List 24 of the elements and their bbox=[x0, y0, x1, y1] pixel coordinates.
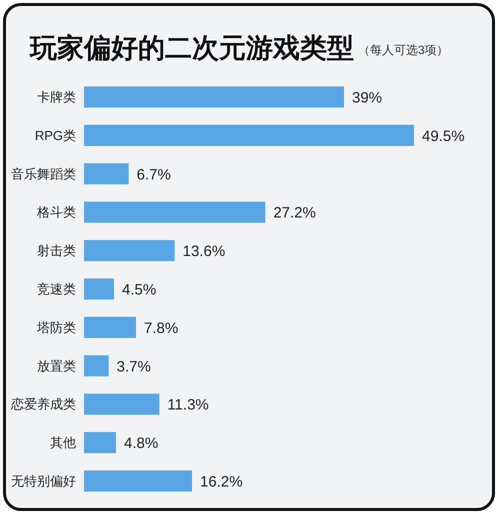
category-label: 射击类 bbox=[37, 243, 76, 258]
value-label: 3.7% bbox=[116, 358, 151, 376]
category-label: 其他 bbox=[50, 435, 76, 450]
category-label: 恋爱养成类 bbox=[11, 396, 76, 412]
value-label: 4.5% bbox=[122, 282, 156, 298]
value-label: 39% bbox=[352, 90, 382, 106]
value-label: 11.3% bbox=[167, 396, 209, 414]
value-label: 27.2% bbox=[273, 204, 316, 222]
category-label: 格斗类 bbox=[37, 204, 76, 220]
value-label: 16.2% bbox=[200, 474, 243, 490]
category-label: 放置类 bbox=[37, 358, 76, 374]
category-label: RPG类 bbox=[34, 128, 76, 143]
value-label: 13.6% bbox=[182, 243, 226, 260]
value-label: 6.7% bbox=[136, 166, 171, 184]
category-label: 卡牌类 bbox=[37, 90, 76, 104]
category-label: 无特别偏好 bbox=[11, 474, 76, 488]
category-label: 塔防类 bbox=[37, 320, 76, 335]
subtitle: （每人可选3项） bbox=[358, 43, 449, 57]
value-label: 49.5% bbox=[422, 128, 465, 145]
category-label: 竞速类 bbox=[37, 282, 76, 296]
category-label: 音乐舞蹈类 bbox=[11, 166, 76, 182]
title: 玩家偏好的二次元游戏类型 bbox=[30, 33, 354, 63]
value-label: 7.8% bbox=[144, 320, 178, 337]
value-label: 4.8% bbox=[124, 435, 158, 452]
